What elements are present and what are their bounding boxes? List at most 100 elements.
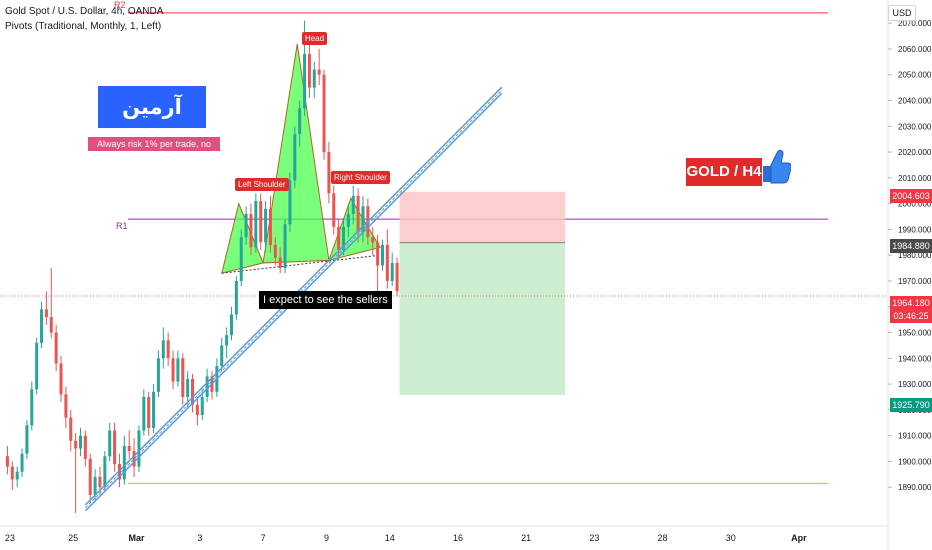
x-tick-label: 21 xyxy=(521,533,531,543)
target-price-label: 1925.790 xyxy=(890,398,932,412)
y-tick-label: 1970.000 xyxy=(898,277,932,286)
candle-body xyxy=(25,425,29,454)
candle-body xyxy=(239,237,243,281)
candle-body xyxy=(371,237,375,243)
countdown-label: 03:46:25 xyxy=(890,309,932,323)
candle-body xyxy=(137,430,141,467)
candle-body xyxy=(268,208,272,245)
candle-body xyxy=(44,309,48,318)
y-tick-label: 1890.000 xyxy=(898,483,932,492)
candle-body xyxy=(30,389,34,426)
thumbs-up-icon xyxy=(763,150,791,184)
candle-body xyxy=(59,363,63,395)
candle-body xyxy=(132,451,136,467)
candle-body xyxy=(127,445,131,452)
candle-body xyxy=(303,54,307,109)
currency-button[interactable]: USD xyxy=(888,5,916,21)
symbol-title[interactable]: Gold Spot / U.S. Dollar, 4h, OANDA xyxy=(5,6,164,17)
candle-body xyxy=(113,430,117,465)
y-tick-label: 1900.000 xyxy=(898,457,932,466)
x-tick-label: 9 xyxy=(324,533,329,543)
candle-body xyxy=(244,213,248,238)
candle-body xyxy=(380,244,384,266)
left-shoulder-tag: Left Shoulder xyxy=(235,178,289,191)
candle-body xyxy=(346,213,350,227)
candle-body xyxy=(122,445,126,480)
candle-body xyxy=(171,358,175,382)
candle-body xyxy=(83,435,87,459)
entry-price-label: 1984.880 xyxy=(890,239,932,253)
sellers-note: I expect to see the sellers xyxy=(259,291,392,309)
candle-body xyxy=(351,195,355,214)
x-tick-label: 28 xyxy=(658,533,668,543)
candle-body xyxy=(283,224,287,269)
candle-body xyxy=(361,206,365,232)
candle-body xyxy=(220,345,224,367)
candle-body xyxy=(254,201,258,248)
candle-body xyxy=(176,358,180,382)
candle-body xyxy=(327,152,331,194)
candle-body xyxy=(322,74,326,153)
candle-body xyxy=(54,332,58,364)
candle-body xyxy=(390,262,394,281)
y-tick-label: 2070.000 xyxy=(898,19,932,28)
candle-body xyxy=(264,208,268,243)
candle-body xyxy=(307,54,311,88)
candle-body xyxy=(376,242,380,266)
candle-body xyxy=(293,134,297,181)
stop-loss-zone xyxy=(399,191,566,243)
x-tick-label: 3 xyxy=(197,533,202,543)
candle-body xyxy=(147,396,151,428)
candle-body xyxy=(49,317,53,333)
stop-price-label: 2004.603 xyxy=(890,189,932,203)
candle-body xyxy=(298,108,302,135)
risk-note: Always risk 1% per trade, no more xyxy=(88,137,220,163)
candle-body xyxy=(64,394,68,418)
indicator-title[interactable]: Pivots (Traditional, Monthly, 1, Left) xyxy=(5,21,162,32)
candle-body xyxy=(200,396,204,416)
last-price-label: 1964.180 xyxy=(890,296,932,310)
candle-body xyxy=(20,453,24,472)
y-tick-label: 2010.000 xyxy=(898,174,932,183)
candle-body xyxy=(93,476,97,495)
candle-body xyxy=(385,244,389,281)
candle-body xyxy=(166,340,170,359)
x-tick-label: 14 xyxy=(385,533,395,543)
x-tick-label: Mar xyxy=(128,533,145,543)
r2-level-label: R2 xyxy=(114,0,126,10)
candles-group xyxy=(5,20,399,513)
r1-level-label: R1 xyxy=(116,221,128,231)
candle-body xyxy=(205,376,209,397)
candle-body xyxy=(78,435,82,449)
y-tick-label: 1930.000 xyxy=(898,380,932,389)
candle-body xyxy=(317,69,321,75)
x-tick-label: 30 xyxy=(726,533,736,543)
candle-body xyxy=(181,358,185,397)
y-tick-label: 2040.000 xyxy=(898,97,932,106)
candle-body xyxy=(259,201,263,243)
candle-body xyxy=(234,280,238,315)
candle-body xyxy=(332,193,336,227)
x-tick-label: 16 xyxy=(453,533,463,543)
x-tick-label: Apr xyxy=(791,533,807,543)
candle-body xyxy=(98,476,102,488)
candle-body xyxy=(312,69,316,88)
candle-body xyxy=(288,180,292,225)
y-tick-label: 2050.000 xyxy=(898,71,932,80)
neckline xyxy=(221,254,381,274)
right-shoulder-tag: Right Shoulder xyxy=(331,171,390,184)
candle-body xyxy=(156,358,160,392)
candle-body xyxy=(69,417,73,441)
candle-body xyxy=(186,378,190,397)
x-tick-label: 23 xyxy=(5,533,15,543)
y-tick-label: 1990.000 xyxy=(898,225,932,234)
x-tick-label: 23 xyxy=(589,533,599,543)
candle-body xyxy=(117,464,121,480)
take-profit-zone xyxy=(399,242,566,395)
candle-body xyxy=(74,440,78,449)
x-tick-label: 7 xyxy=(261,533,266,543)
candle-body xyxy=(395,262,399,292)
candle-body xyxy=(103,456,107,488)
